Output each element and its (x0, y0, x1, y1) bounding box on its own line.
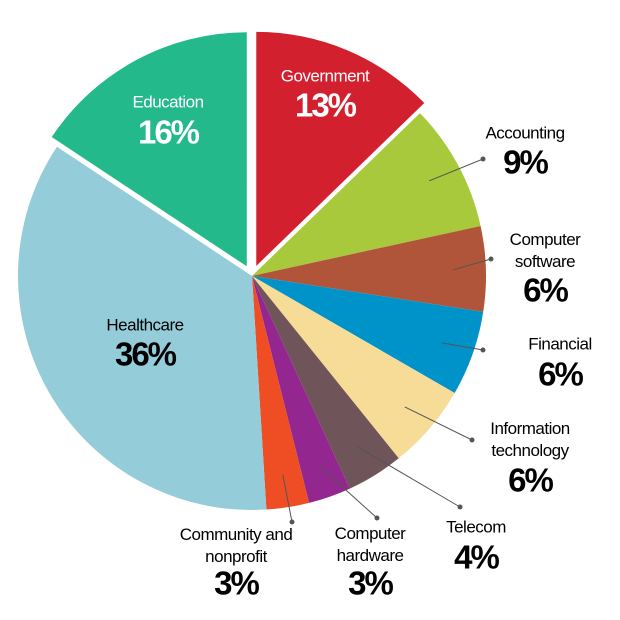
pie-slice (252, 113, 481, 276)
slice-value-label: 6% (508, 462, 553, 499)
pie-slice (256, 31, 425, 266)
pie-slice (252, 276, 484, 393)
slice-value-label: 3% (214, 565, 259, 602)
pie-slice (252, 225, 486, 312)
leader-dot (488, 256, 494, 262)
pie-slice (252, 276, 399, 489)
slice-label: Computer software (510, 230, 581, 271)
slice-label: Community and nonprofit (180, 525, 293, 566)
slice-label: Government (281, 66, 370, 85)
slice-label: Education (132, 92, 203, 111)
leader-dot (374, 515, 380, 521)
pie-slice (252, 276, 310, 510)
pie-slice (51, 32, 247, 267)
leader-line (441, 342, 484, 351)
leader-line (282, 474, 293, 523)
pie-slice (252, 276, 455, 459)
leader-dot (289, 519, 295, 525)
slice-value-label: 6% (523, 272, 568, 309)
leader-dot (457, 504, 463, 510)
slice-value-label: 13% (295, 87, 357, 124)
pie-slice (17, 146, 267, 511)
slice-label: Healthcare (106, 315, 183, 334)
slice-label: Computer hardware (335, 524, 406, 565)
slice-label: Accounting (485, 123, 564, 142)
slice-value-label: 36% (115, 336, 177, 373)
slice-label: Information technology (490, 419, 570, 460)
slice-label: Financial (528, 334, 592, 353)
slice-value-label: 6% (538, 356, 583, 393)
leader-line (318, 465, 378, 519)
leader-line (404, 406, 473, 441)
leader-line (429, 158, 484, 182)
slice-label: Telecom (446, 517, 506, 536)
leader-dot (480, 347, 486, 353)
slice-value-label: 3% (348, 565, 393, 602)
leader-line (357, 446, 461, 508)
slice-value-label: 16% (138, 114, 200, 151)
slice-value-label: 9% (503, 144, 548, 181)
leader-line (453, 258, 492, 271)
slice-value-label: 4% (454, 539, 499, 576)
leader-dot (469, 437, 475, 443)
pie-slice (252, 276, 350, 503)
leader-dot (480, 156, 486, 162)
